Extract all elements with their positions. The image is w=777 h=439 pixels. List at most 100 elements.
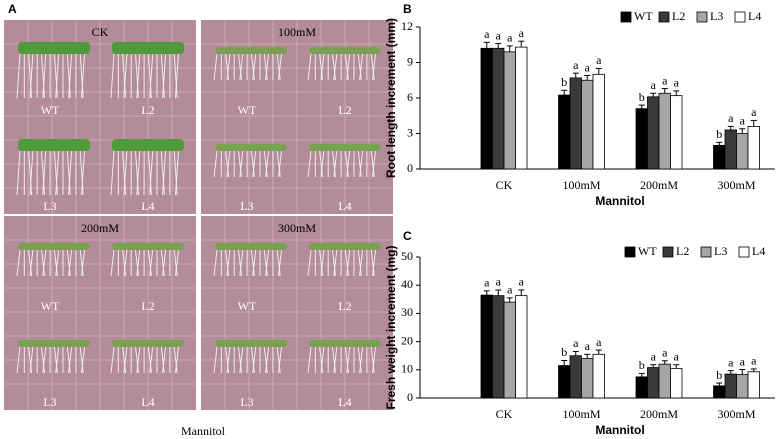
root bbox=[79, 346, 84, 374]
root bbox=[16, 249, 21, 277]
root bbox=[42, 249, 47, 277]
root bbox=[238, 346, 242, 374]
root bbox=[66, 53, 71, 99]
root bbox=[319, 249, 324, 277]
root bbox=[55, 249, 60, 277]
root bbox=[344, 53, 349, 81]
bar bbox=[503, 301, 516, 399]
significance-letter: b bbox=[639, 358, 645, 372]
significance-letter: a bbox=[662, 73, 668, 87]
root bbox=[250, 249, 255, 277]
root bbox=[263, 346, 268, 374]
root bbox=[319, 346, 324, 374]
significance-letter: a bbox=[484, 276, 490, 290]
bar bbox=[647, 367, 660, 399]
y-tick-label: 20 bbox=[401, 333, 413, 347]
root bbox=[265, 249, 270, 277]
root bbox=[147, 346, 152, 374]
root bbox=[136, 249, 141, 277]
x-tick-label: 100mM bbox=[562, 407, 600, 421]
seedlings bbox=[18, 139, 90, 151]
root bbox=[28, 249, 33, 277]
root bbox=[226, 150, 231, 178]
line-label: L4 bbox=[338, 199, 351, 213]
seedlings bbox=[18, 340, 90, 347]
root bbox=[135, 150, 139, 196]
root bbox=[162, 53, 167, 99]
seedlings bbox=[309, 243, 381, 250]
y-tick-label: 0 bbox=[407, 161, 413, 175]
root bbox=[263, 150, 268, 178]
root bbox=[81, 346, 85, 374]
root bbox=[175, 150, 179, 196]
root bbox=[372, 53, 376, 81]
root bbox=[265, 346, 270, 374]
root bbox=[66, 346, 71, 374]
root bbox=[53, 346, 58, 374]
legend-label: L4 bbox=[752, 244, 765, 258]
bar bbox=[736, 374, 749, 399]
root bbox=[278, 53, 282, 81]
bar bbox=[724, 129, 737, 170]
seedlings bbox=[112, 243, 184, 250]
bar bbox=[558, 365, 571, 399]
y-tick-label: 12 bbox=[401, 19, 413, 33]
line-label: L3 bbox=[43, 395, 56, 409]
root bbox=[332, 249, 336, 277]
root bbox=[162, 249, 167, 277]
root bbox=[68, 249, 73, 277]
root bbox=[122, 53, 127, 99]
root bbox=[162, 346, 167, 374]
root bbox=[225, 346, 230, 374]
root bbox=[149, 53, 154, 99]
significance-letter: a bbox=[585, 339, 591, 353]
significance-letter: a bbox=[573, 58, 579, 72]
significance-letter: a bbox=[751, 105, 757, 119]
x-tick-label: 200mM bbox=[640, 407, 678, 421]
root bbox=[42, 150, 47, 196]
root bbox=[359, 150, 364, 178]
y-tick-label: 30 bbox=[401, 305, 413, 319]
y-tick-label: 10 bbox=[401, 362, 413, 376]
root bbox=[250, 346, 255, 374]
significance-letter: b bbox=[716, 368, 722, 382]
root bbox=[149, 249, 154, 277]
root bbox=[333, 53, 338, 81]
root bbox=[79, 150, 84, 196]
significance-letter: a bbox=[507, 31, 513, 45]
root bbox=[225, 53, 230, 81]
root bbox=[346, 53, 351, 81]
significance-letter: a bbox=[740, 354, 746, 368]
root bbox=[16, 346, 21, 374]
y-tick-label: 0 bbox=[407, 390, 413, 404]
significance-letter: a bbox=[496, 275, 502, 289]
root bbox=[372, 150, 376, 178]
root bbox=[307, 346, 312, 374]
line-label: L3 bbox=[43, 199, 56, 213]
root bbox=[55, 346, 60, 374]
treatment-label: 300mM bbox=[278, 221, 316, 235]
x-tick-label: 300mM bbox=[717, 407, 755, 421]
line-label: L4 bbox=[141, 199, 154, 213]
root bbox=[28, 53, 33, 99]
root bbox=[276, 150, 281, 178]
root bbox=[238, 150, 242, 178]
root bbox=[239, 53, 244, 81]
root bbox=[370, 249, 375, 277]
bar bbox=[515, 46, 528, 170]
y-tick-label: 3 bbox=[407, 125, 413, 139]
bar bbox=[581, 358, 594, 399]
x-tick-label: CK bbox=[496, 407, 513, 421]
root bbox=[160, 249, 165, 277]
root bbox=[29, 249, 34, 277]
panel-label: C bbox=[403, 229, 412, 243]
treatment-label: 200mM bbox=[81, 221, 119, 235]
root bbox=[81, 150, 85, 196]
root bbox=[238, 53, 242, 81]
x-axis-label: Mannitol bbox=[595, 194, 644, 208]
root bbox=[147, 249, 152, 277]
root bbox=[319, 53, 324, 81]
significance-letter: a bbox=[751, 354, 757, 368]
root bbox=[213, 249, 218, 277]
bar bbox=[670, 95, 683, 170]
